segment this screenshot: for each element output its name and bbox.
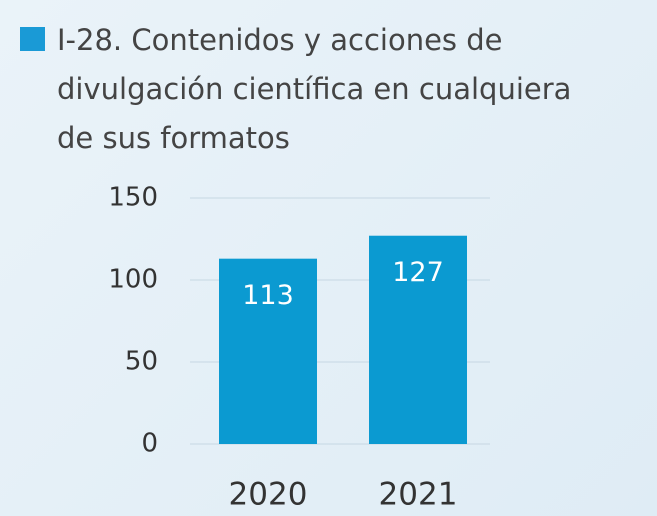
chart-title: divulgación científica en cualquiera [57,72,571,106]
bar [369,235,467,444]
value-label: 127 [392,257,444,288]
title-marker [20,27,45,51]
y-tick-label: 100 [108,265,158,295]
value-label: 113 [242,280,294,311]
bar [219,258,317,444]
y-tick-label: 0 [141,429,158,459]
y-tick-label: 50 [125,347,158,377]
x-tick-label: 2021 [379,477,458,513]
chart-title: I-28. Contenidos y acciones de [57,23,503,57]
y-tick-label: 150 [108,183,158,213]
chart-title: de sus formatos [57,121,290,155]
x-tick-label: 2020 [229,477,308,513]
